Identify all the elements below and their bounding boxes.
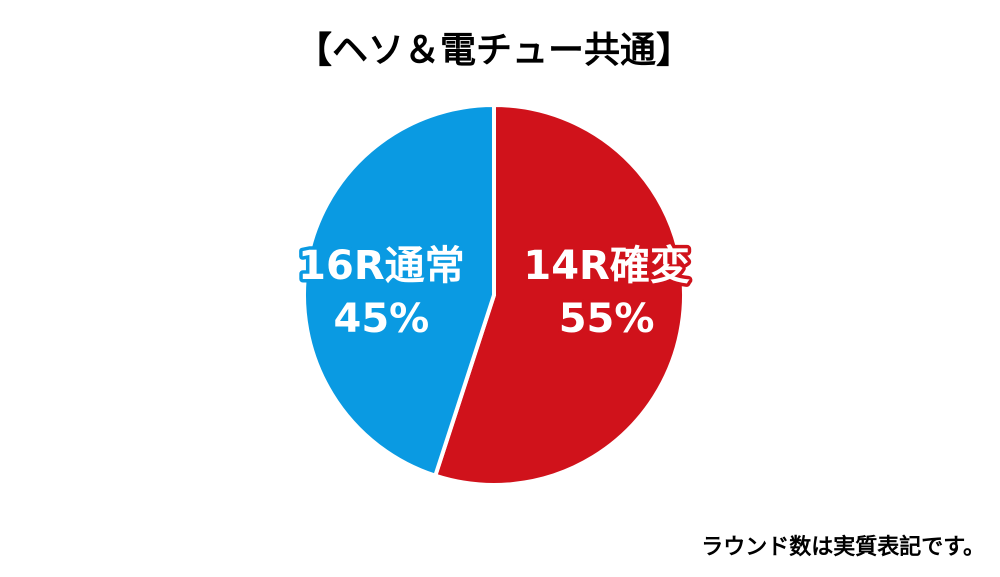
footnote: ラウンド数は実質表記です。 xyxy=(701,534,985,560)
pie-slice xyxy=(302,102,496,479)
chart-title: 【ヘソ＆電チュー共通】 xyxy=(296,30,692,71)
pie-slice xyxy=(432,102,686,487)
slice-category-label: 14R確変 xyxy=(523,243,689,289)
slice-value-label: 45% xyxy=(334,296,430,342)
slice-value-label: 55% xyxy=(559,296,655,342)
slice-category-label: 16R通常 xyxy=(298,243,464,289)
